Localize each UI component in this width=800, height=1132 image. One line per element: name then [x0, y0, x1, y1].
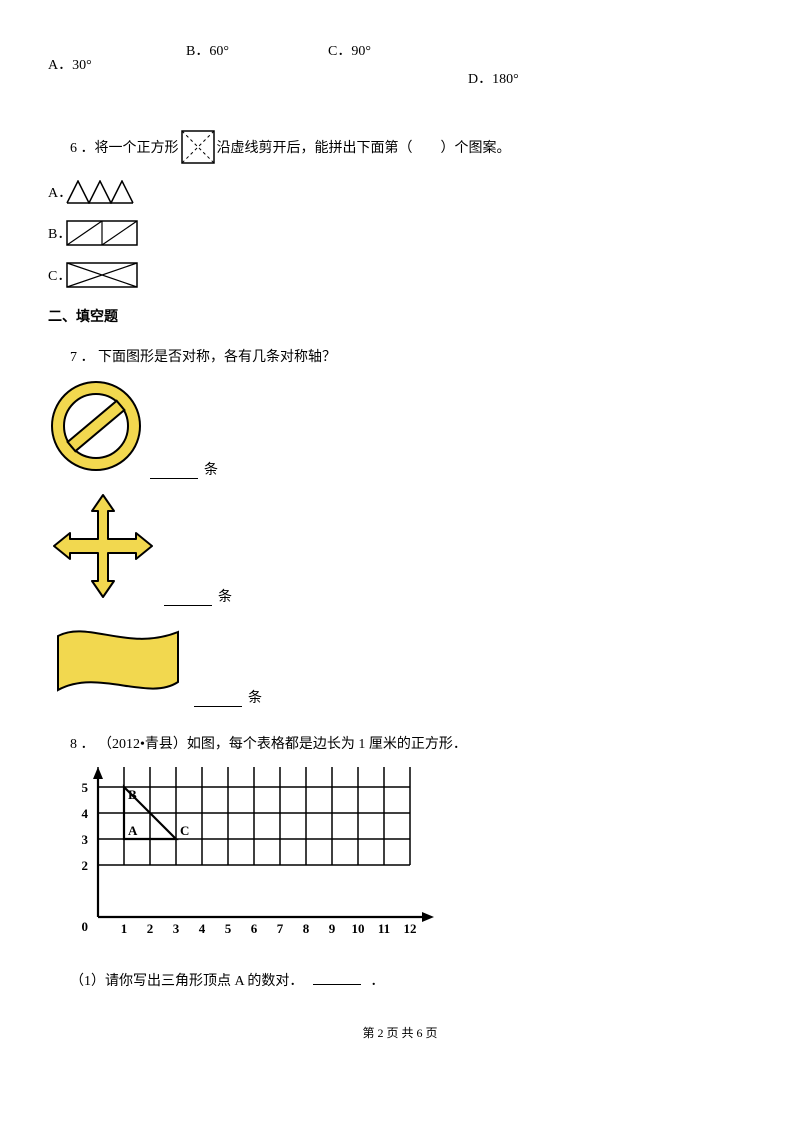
q6-option-a: A．: [48, 180, 752, 204]
fill-blank[interactable]: [313, 970, 361, 985]
svg-text:4: 4: [199, 921, 206, 936]
svg-text:A: A: [128, 823, 138, 838]
q7-shape-3: 条: [48, 618, 752, 707]
question-8: 8 ． （2012•青县）如图，每个表格都是边长为 1 厘米的正方形． 6 5 4 3…: [70, 733, 752, 990]
option-label: B．: [48, 223, 66, 243]
q8-sub1-post: ．: [370, 974, 384, 989]
fill-blank[interactable]: [164, 591, 212, 606]
svg-text:1: 1: [121, 921, 128, 936]
svg-text:3: 3: [173, 921, 180, 936]
coordinate-grid-chart: 654320123456789101112ABC: [70, 767, 450, 947]
q7-shape-2: 条: [48, 491, 752, 606]
page-footer: 第 2 页 共 6 页: [48, 1024, 752, 1041]
svg-text:6: 6: [251, 921, 258, 936]
q7-text: 下面图形是否对称，各有几条对称轴？: [98, 350, 336, 365]
unit-text: 条: [204, 459, 218, 479]
q5-options: A．30° B．60° C．90° D．180°: [48, 40, 752, 90]
svg-text:11: 11: [378, 921, 390, 936]
section-2-title: 二、填空题: [48, 306, 752, 326]
svg-text:3: 3: [82, 832, 89, 847]
svg-text:5: 5: [225, 921, 232, 936]
question-6: 6 ． 将一个正方形 沿虚线剪开后，能拼出下面第（ ）个图案。: [48, 130, 752, 164]
rect-z-icon: [66, 220, 138, 246]
q6-number: 6 ．: [70, 137, 95, 157]
q6-text-post: 沿虚线剪开后，能拼出下面第（ ）个图案。: [217, 137, 511, 157]
svg-text:0: 0: [82, 919, 89, 934]
q8-text: （2012•青县）如图，每个表格都是边长为 1 厘米的正方形．: [98, 737, 467, 752]
option-label: A．: [48, 182, 66, 202]
fill-blank[interactable]: [194, 692, 242, 707]
q8-sub1-pre: （1）请你写出三角形顶点 A 的数对．: [70, 974, 303, 989]
svg-text:B: B: [128, 787, 137, 802]
rect-x-icon: [66, 262, 138, 288]
q7-shape-1: 条: [48, 378, 752, 479]
square-diagonals-icon: [181, 130, 215, 164]
option-a: A．30°: [48, 54, 92, 74]
svg-text:6: 6: [82, 767, 89, 769]
svg-text:2: 2: [82, 858, 89, 873]
option-b: B．60°: [186, 40, 229, 60]
fill-blank[interactable]: [150, 464, 198, 479]
arrow-cross-icon: [48, 491, 158, 601]
q6-option-c: C．: [48, 262, 752, 288]
q6-text-pre: 将一个正方形: [95, 137, 179, 157]
unit-text: 条: [218, 586, 232, 606]
svg-text:10: 10: [352, 921, 365, 936]
q7-number: 7 ．: [70, 350, 95, 365]
unit-text: 条: [248, 687, 262, 707]
svg-text:4: 4: [82, 806, 89, 821]
svg-text:12: 12: [404, 921, 417, 936]
option-label: C．: [48, 265, 66, 285]
svg-text:5: 5: [82, 780, 89, 795]
q6-option-b: B．: [48, 220, 752, 246]
triangles-row-icon: [66, 180, 158, 204]
wavy-flag-icon: [48, 618, 188, 702]
option-c: C．90°: [328, 40, 371, 60]
svg-text:8: 8: [303, 921, 310, 936]
q8-number: 8 ．: [70, 737, 95, 752]
svg-text:2: 2: [147, 921, 154, 936]
question-7: 7 ． 下面图形是否对称，各有几条对称轴？: [70, 346, 752, 366]
option-d: D．180°: [468, 68, 519, 88]
svg-text:7: 7: [277, 921, 284, 936]
prohibition-circle-icon: [48, 378, 144, 474]
svg-text:9: 9: [329, 921, 336, 936]
svg-text:C: C: [180, 823, 189, 838]
